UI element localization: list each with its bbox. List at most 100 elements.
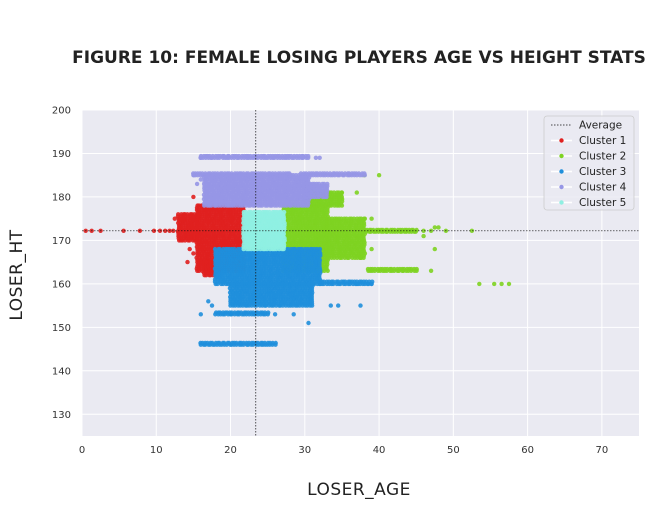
legend-marker <box>559 169 564 174</box>
legend-marker <box>559 184 564 190</box>
cluster-point <box>194 181 200 187</box>
legend-label: Cluster 5 <box>579 197 626 209</box>
x-tick-label: 30 <box>298 445 311 456</box>
y-tick-label: 170 <box>52 236 71 247</box>
cluster-point <box>369 246 374 252</box>
cluster-point <box>421 228 426 233</box>
x-tick-label: 20 <box>224 445 237 456</box>
cluster-point <box>351 216 357 221</box>
cluster-point <box>299 246 305 252</box>
cluster-point <box>436 225 441 230</box>
cluster-point <box>325 181 330 187</box>
cluster-point <box>356 171 362 176</box>
cluster-point <box>302 181 307 187</box>
y-axis-title: LOSER_HT <box>7 229 27 320</box>
cluster-point <box>331 279 336 284</box>
cluster-point <box>185 259 190 265</box>
cluster-point <box>191 251 196 256</box>
chart-title: FIGURE 10: FEMALE LOSING PLAYERS AGE VS … <box>72 48 646 68</box>
legend-label: Cluster 2 <box>579 151 626 163</box>
cluster-point <box>310 281 315 287</box>
legend-label: Average <box>579 120 622 132</box>
cluster-point <box>477 281 482 287</box>
legend-marker <box>559 153 564 159</box>
cluster-point <box>499 281 504 287</box>
cluster-point <box>343 279 348 284</box>
cluster-point <box>291 312 296 317</box>
cluster-point <box>317 246 323 252</box>
cluster-point <box>369 216 374 221</box>
cluster-point <box>492 281 497 287</box>
cluster-point <box>376 173 382 178</box>
y-tick-label: 140 <box>52 366 71 377</box>
cluster-point <box>362 216 367 221</box>
cluster-point <box>198 155 203 160</box>
cluster-point <box>172 216 177 221</box>
cluster-point <box>187 246 192 252</box>
cluster-point <box>272 312 278 317</box>
cluster-point <box>121 228 126 233</box>
cluster-point <box>358 255 363 260</box>
cluster-point <box>432 246 437 252</box>
cluster-point <box>163 228 168 233</box>
cluster-point <box>306 281 312 287</box>
data-points <box>83 153 512 347</box>
x-axis-title: LOSER_AGE <box>307 480 411 500</box>
cluster-point <box>328 303 333 308</box>
x-tick-label: 10 <box>150 445 163 456</box>
x-tick-label: 70 <box>595 445 608 456</box>
cluster-point <box>198 177 203 182</box>
x-tick-label: 0 <box>79 445 85 456</box>
legend-label: Cluster 4 <box>579 182 627 194</box>
y-tick-label: 160 <box>52 279 71 290</box>
cluster-point <box>266 310 271 315</box>
legend: Average Cluster 1 Cluster 2 Cluster 3 Cluste… <box>543 115 635 211</box>
cluster-point <box>195 212 200 217</box>
cluster-point <box>313 155 319 160</box>
x-tick-label: 50 <box>447 445 460 456</box>
cluster-point <box>273 340 278 346</box>
cluster-point <box>380 227 385 233</box>
cluster-point <box>414 227 419 233</box>
cluster-point <box>421 233 426 239</box>
axis-ticks: 0 10 20 30 40 50 60 70 130 140 150 160 170 180 190 200 <box>52 106 608 457</box>
legend-label: Cluster 3 <box>579 166 626 178</box>
x-tick-label: 40 <box>373 445 386 456</box>
cluster-point <box>306 153 311 159</box>
cluster-point <box>354 281 359 287</box>
cluster-point <box>362 171 367 176</box>
cluster-point <box>506 281 512 287</box>
y-tick-label: 200 <box>52 106 71 117</box>
cluster-point <box>287 171 292 176</box>
cluster-point <box>369 281 374 287</box>
cluster-point <box>206 299 211 304</box>
x-tick-label: 60 <box>521 445 534 456</box>
series-cluster-4 <box>191 153 367 208</box>
cluster-point <box>358 303 363 308</box>
cluster-point <box>255 340 261 346</box>
cluster-point <box>191 173 196 178</box>
cluster-point <box>414 266 419 272</box>
cluster-point <box>317 155 322 160</box>
cluster-point <box>246 171 251 176</box>
cluster-point <box>354 190 359 195</box>
y-tick-label: 150 <box>52 323 71 334</box>
legend-marker <box>559 138 564 143</box>
legend-label: Cluster 1 <box>579 135 626 147</box>
y-tick-label: 190 <box>52 149 71 160</box>
cluster-point <box>281 209 287 215</box>
y-tick-label: 130 <box>52 410 71 421</box>
cluster-point <box>336 303 341 308</box>
cluster-point <box>428 268 434 273</box>
cluster-point <box>209 303 215 308</box>
cluster-point <box>198 312 203 317</box>
cluster-point <box>239 281 245 287</box>
cluster-point <box>339 190 345 195</box>
legend-marker <box>559 200 564 205</box>
y-tick-label: 180 <box>52 192 71 203</box>
cluster-point <box>191 194 196 200</box>
cluster-point <box>432 225 437 230</box>
cluster-point <box>208 259 213 265</box>
cluster-point <box>469 228 475 233</box>
